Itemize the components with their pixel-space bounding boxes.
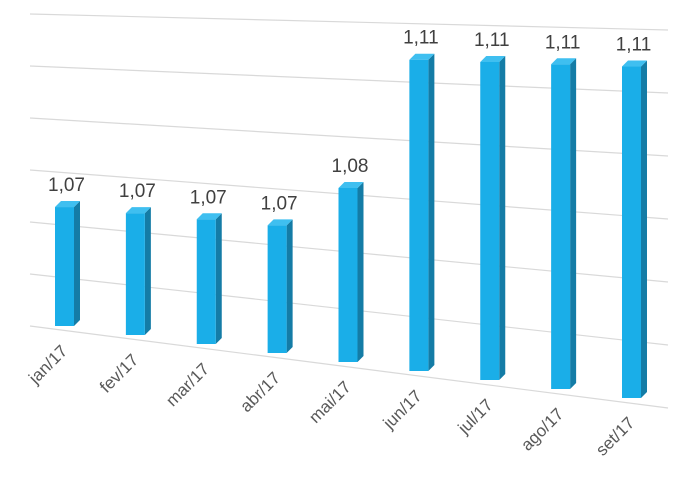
data-label: 1,11 [616,35,652,56]
bar-front [55,207,74,326]
bar-top [55,201,80,208]
data-label: 1,07 [261,193,298,214]
data-label: 1,07 [119,181,156,202]
bar [480,56,506,380]
gridline [29,13,669,31]
bar-side [215,213,222,344]
bar-side [144,207,151,335]
bar [267,219,293,353]
x-tick-label: jan/17 [24,341,71,388]
bar-top [622,60,647,67]
bar [125,207,151,335]
bar-side [286,219,293,353]
bar-top [409,53,435,60]
bar-side [74,201,80,326]
bar [551,58,577,389]
bar-front [338,187,358,362]
bars [55,53,647,398]
data-label: 1,07 [190,187,227,208]
data-label: 1,11 [403,28,439,49]
bar-front [480,62,500,380]
bar [409,53,435,372]
data-labels: 1,07 1,07 1,07 1,07 1,08 1,11 1,11 1,11 1,11 [48,28,651,215]
bar-top [125,207,151,214]
bar-top [480,56,506,63]
bar [622,60,647,398]
x-tick-label: mar/17 [162,359,213,410]
x-axis-tick-labels: jan/17 fev/17 mar/17 abr/17 mai/17 jun/17 jul/… [24,341,638,459]
bar-front [196,219,216,344]
bar-front [125,213,145,335]
x-tick-label: fev/17 [96,350,142,396]
gridline [29,325,669,409]
data-label: 1,11 [474,30,510,51]
x-tick-label: ago/17 [517,404,567,454]
bar-side [428,53,435,372]
bar-top [267,219,293,226]
bar-side [570,58,577,389]
bar [196,213,222,344]
x-tick-label: mai/17 [305,377,355,427]
bar-front [409,59,429,372]
bar-side [641,60,647,398]
bar-top [196,213,222,220]
data-label: 1,07 [48,175,85,196]
bar-front [267,225,287,353]
bar-side [357,181,364,362]
bar [338,181,364,362]
x-tick-label: jul/17 [454,395,497,438]
bar-front [551,64,571,389]
data-label: 1,08 [332,156,369,177]
x-tick-label: set/17 [592,413,638,459]
bar-top [551,58,577,65]
x-tick-label: jun/17 [379,386,426,433]
bar-side [499,56,506,380]
bar-front [622,66,641,398]
bar [55,201,80,326]
x-tick-label: abr/17 [236,368,284,416]
data-label: 1,11 [545,32,581,53]
bar-top [338,181,364,188]
